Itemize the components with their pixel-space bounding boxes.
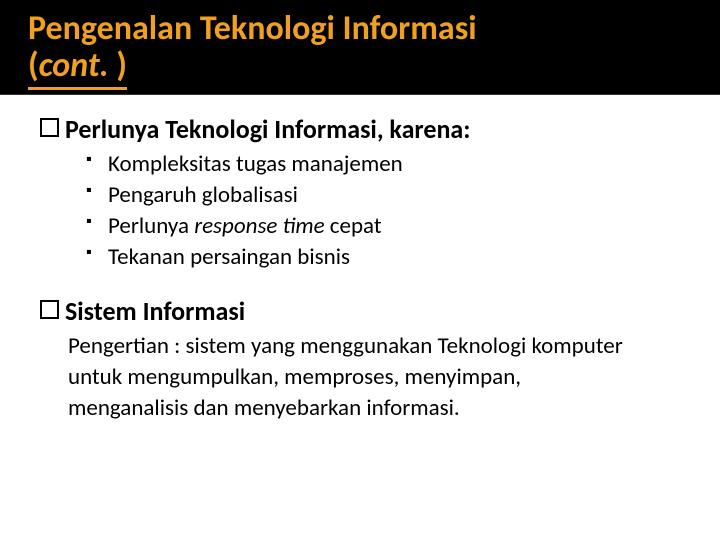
slide: Pengenalan Teknologi Informasi (cont. ) … [0, 0, 720, 540]
list-item-text: Perlunya response time cepat [108, 212, 382, 240]
section1-list: Kompleksitas tugas manajemen Pengaruh gl… [40, 149, 680, 273]
title-italic: cont. [39, 45, 109, 86]
list-item: Tekanan persaingan bisnis [86, 242, 680, 273]
section2-heading-text: Sistem Informasi [65, 295, 245, 327]
title-paren-open: ( [28, 45, 39, 86]
title-band: Pengenalan Teknologi Informasi (cont. ) [0, 0, 720, 95]
square-bullet-icon [40, 300, 59, 319]
list-item: Kompleksitas tugas manajemen [86, 149, 680, 180]
section2-paragraph: Pengertian : sistem yang menggunakan Tek… [68, 331, 628, 424]
slide-body: Perlunya Teknologi Informasi, karena: Ko… [0, 95, 720, 424]
section1-heading-text: Perlunya Teknologi Informasi, karena: [65, 113, 470, 145]
square-bullet-icon [40, 118, 59, 137]
list-item: Perlunya response time cepat [86, 211, 680, 242]
title-paren-close: ) [109, 45, 127, 86]
slide-title-line2: (cont. ) [28, 47, 127, 89]
slide-title-line1: Pengenalan Teknologi Informasi [28, 10, 700, 47]
section1-heading: Perlunya Teknologi Informasi, karena: [40, 113, 680, 145]
list-item: Pengaruh globalisasi [86, 180, 680, 211]
section2-heading: Sistem Informasi [40, 295, 680, 327]
